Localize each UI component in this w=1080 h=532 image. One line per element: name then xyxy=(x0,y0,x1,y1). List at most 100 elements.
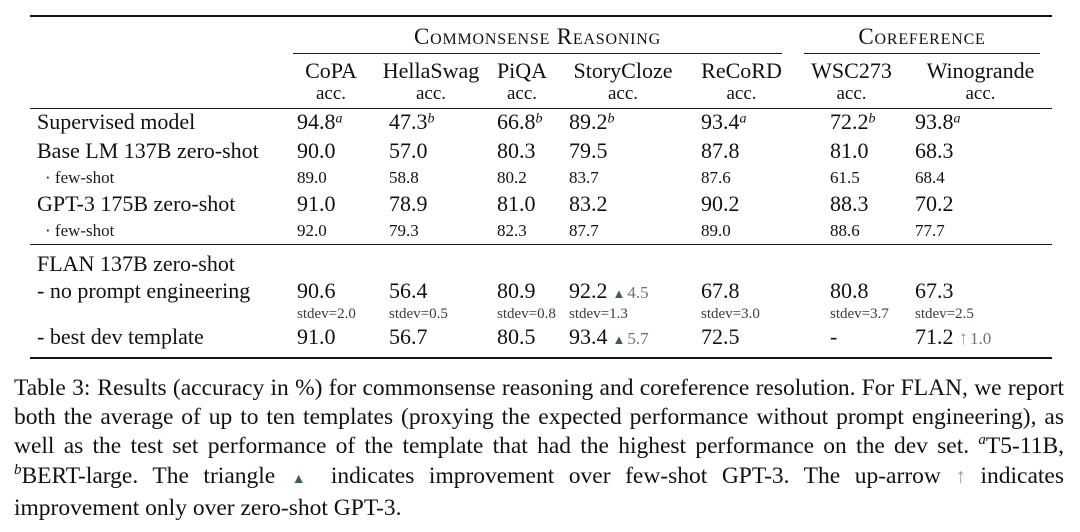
table-cell: 93.8a xyxy=(909,108,1052,138)
improvement-triangle: ▲ 4.5 xyxy=(613,282,649,302)
triangle-icon: ▲ xyxy=(612,331,626,347)
table-row: · few-shot 89.0 58.8 80.2 83.7 87.6 61.5 68.4 xyxy=(30,168,1052,191)
column-name: StoryCloze xyxy=(573,57,673,83)
table-cell: 91.0 xyxy=(287,324,375,358)
cell-value: 87.8 xyxy=(701,138,740,163)
cell-value: 80.3 xyxy=(497,138,536,163)
table-row: - best dev template 91.0 56.7 80.5 93.4 ▲ 5.7 7… xyxy=(30,324,1052,358)
table-cell: 77.7 xyxy=(909,221,1052,244)
stdev-note: stdev=0.8 xyxy=(497,305,556,322)
row-label: Supervised model xyxy=(37,108,196,134)
table-cell: 89.2b xyxy=(557,108,689,138)
table-caption: Table 3: Results (accuracy in %) for comm… xyxy=(14,374,1064,524)
cell-value: 92.2 xyxy=(569,277,608,303)
stdev-note: stdev=1.3 xyxy=(569,305,628,322)
table-cell: 88.6 xyxy=(794,221,909,244)
cell-value: 72.2 xyxy=(830,108,869,134)
column-header-row: CoPA acc. HellaSwag acc. PiQA acc. Story… xyxy=(30,54,1052,109)
cell-value: 87.7 xyxy=(569,221,599,240)
cell-value: 71.2 xyxy=(915,323,954,349)
cell-value: 94.8 xyxy=(297,108,336,134)
cell-value: 67.8 xyxy=(701,277,740,303)
cell-value: 80.5 xyxy=(497,323,536,349)
cell-value: 68.3 xyxy=(915,138,954,163)
caption-text: indicates improvement only over zero-sho… xyxy=(14,462,1064,522)
table-cell: 72.5 xyxy=(689,324,794,358)
group-header-commonsense-reasoning: Commonsense Reasoning xyxy=(287,16,794,54)
cell-value: 77.7 xyxy=(915,221,945,240)
group-header-row: Commonsense Reasoning Coreference xyxy=(30,16,1052,54)
stdev-note: stdev=2.0 xyxy=(297,305,356,322)
footnote-marker: a xyxy=(953,111,961,127)
cell-value: 89.0 xyxy=(297,168,327,187)
column-metric: acc. xyxy=(415,82,447,104)
table-cell: 66.8b xyxy=(487,108,557,138)
table-cell: 83.7 xyxy=(557,168,689,191)
improvement-value: 4.5 xyxy=(627,282,649,302)
cell-value: 91.0 xyxy=(297,323,336,349)
table-cell xyxy=(909,244,1052,277)
cell-value: 90.2 xyxy=(701,191,740,216)
improvement-value: 5.7 xyxy=(627,328,649,348)
cell-value: 68.4 xyxy=(915,168,945,187)
cell-value: 57.0 xyxy=(389,138,428,163)
table-cell: 70.2 xyxy=(909,191,1052,221)
improvement-value: 1.0 xyxy=(970,328,992,348)
cell-value: 72.5 xyxy=(701,323,740,349)
table-row: FLAN 137B zero-shot xyxy=(30,244,1052,277)
table-cell xyxy=(557,244,689,277)
table-cell: 80.2 xyxy=(487,168,557,191)
table-cell: 94.8a xyxy=(287,108,375,138)
row-label: GPT-3 175B zero-shot xyxy=(37,191,236,216)
table-cell: 56.7 xyxy=(375,324,487,358)
table-cell: 78.9 xyxy=(375,191,487,221)
caption-text: Results (accuracy in %) for commonsense … xyxy=(14,374,1064,460)
table-cell: 68.4 xyxy=(909,168,1052,191)
table-row: Base LM 137B zero-shot 90.0 57.0 80.3 79.5 87… xyxy=(30,138,1052,168)
cell-value: 83.7 xyxy=(569,168,599,187)
stdev-note: stdev=0.5 xyxy=(389,305,448,322)
stdev-note: stdev=3.0 xyxy=(701,305,760,322)
cell-value: 88.3 xyxy=(830,191,869,216)
column-header-hellaswag: HellaSwag acc. xyxy=(375,54,487,109)
group-header-coreference: Coreference xyxy=(794,16,1052,54)
table-cell xyxy=(375,244,487,277)
footnote-marker: b xyxy=(535,111,543,127)
footnote-marker: b xyxy=(868,111,876,127)
column-metric: acc. xyxy=(315,82,347,104)
table-body-flan: FLAN 137B zero-shot - no prompt engineeri… xyxy=(30,244,1052,358)
stdev-note: stdev=3.7 xyxy=(830,305,889,322)
table-cell: 81.0 xyxy=(794,138,909,168)
cell-value: 56.4 xyxy=(389,277,428,303)
column-name: ReCoRD xyxy=(701,57,782,83)
table-cell: 81.0 xyxy=(487,191,557,221)
table-row: - no prompt engineering 90.6 stdev=2.0 56.4… xyxy=(30,277,1052,324)
table-cell: 91.0 xyxy=(287,191,375,221)
table-cell: 90.2 xyxy=(689,191,794,221)
cell-value: 83.2 xyxy=(569,191,608,216)
table-cell: 67.8 stdev=3.0 xyxy=(689,277,794,324)
triangle-icon: ▲ xyxy=(291,471,315,487)
footnote-marker: a xyxy=(739,111,747,127)
table-cell: 79.5 xyxy=(557,138,689,168)
column-header-wsc273: WSC273 acc. xyxy=(794,54,909,109)
group-label: Commonsense Reasoning xyxy=(293,24,782,54)
column-metric: acc. xyxy=(836,82,867,104)
table-cell: 71.2 ↑ 1.0 xyxy=(909,324,1052,358)
cell-value: 78.9 xyxy=(389,191,428,216)
footnote-marker: b xyxy=(427,111,435,127)
cell-value: 58.8 xyxy=(389,168,419,187)
row-label: Base LM 137B zero-shot xyxy=(37,138,259,163)
cell-value: 81.0 xyxy=(830,138,869,163)
table-cell: 92.0 xyxy=(287,221,375,244)
table-cell: 93.4 ▲ 5.7 xyxy=(557,324,689,358)
cell-value: 61.5 xyxy=(830,168,860,187)
table-cell: 56.4 stdev=0.5 xyxy=(375,277,487,324)
table-cell: 80.3 xyxy=(487,138,557,168)
table-cell xyxy=(287,244,375,277)
column-name: PiQA xyxy=(496,57,548,83)
cell-value: 79.5 xyxy=(569,138,608,163)
cell-value: 66.8 xyxy=(497,108,536,134)
table-cell: - xyxy=(794,324,909,358)
